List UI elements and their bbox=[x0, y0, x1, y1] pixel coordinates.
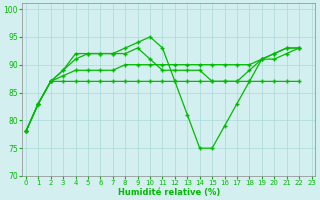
X-axis label: Humidité relative (%): Humidité relative (%) bbox=[117, 188, 220, 197]
